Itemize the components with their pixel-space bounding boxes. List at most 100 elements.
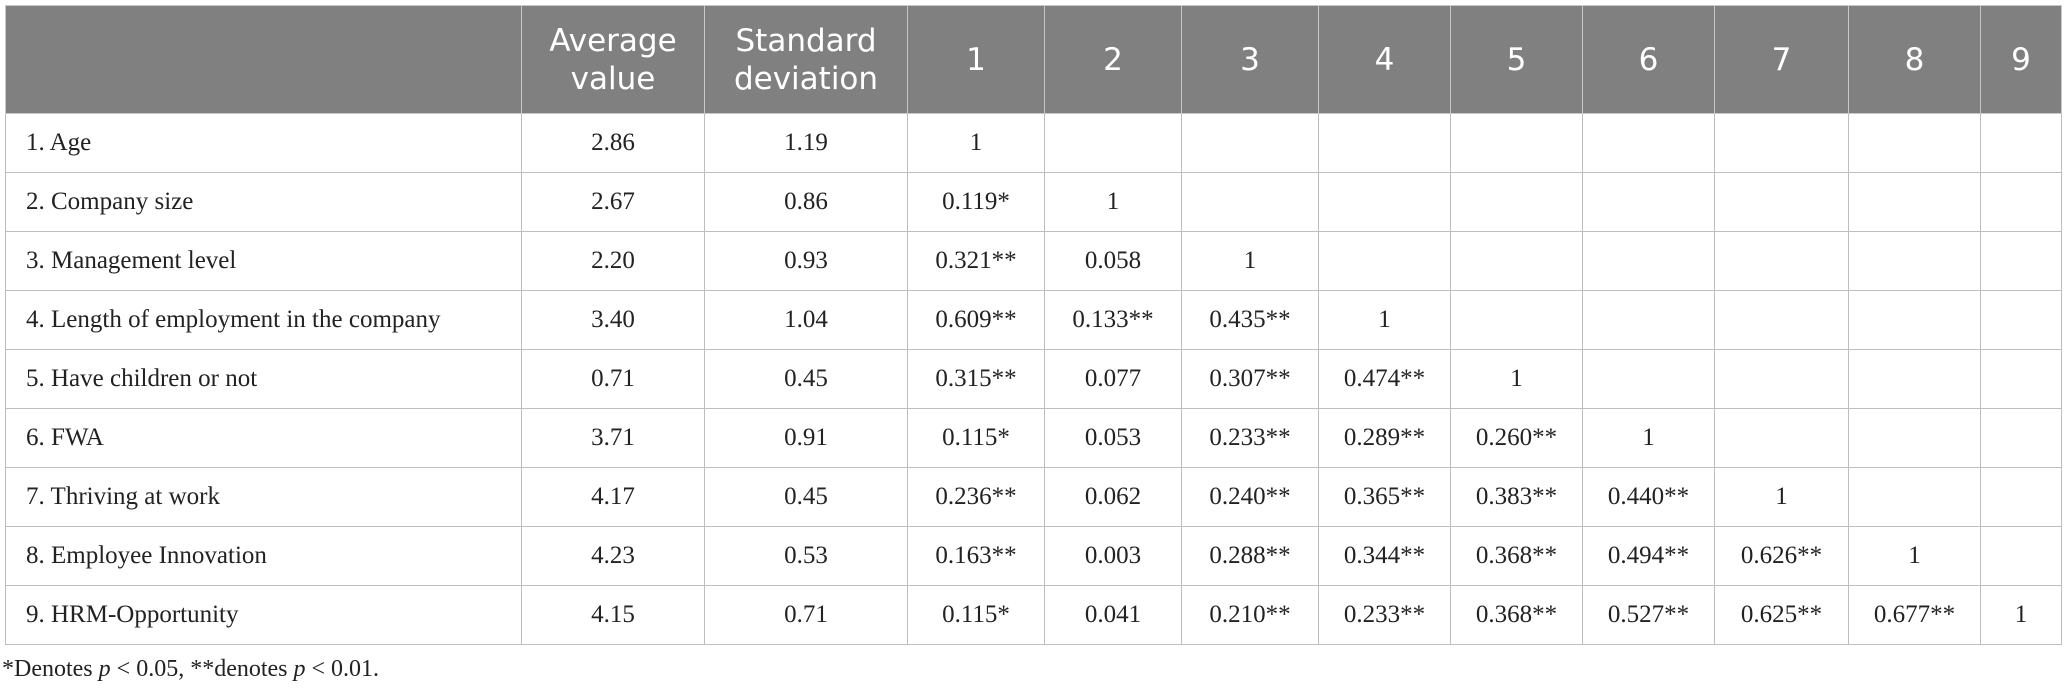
empty-cell [1582,172,1715,232]
header-cell: 7 [1714,5,1849,114]
table-row: 2. Company size 2.67 0.86 0.119* 1 [5,172,2062,232]
footnote-part: p [293,656,306,682]
empty-cell [1181,172,1319,232]
empty-cell [1848,349,1981,409]
mean-cell: 2.86 [521,113,705,173]
correlation-cell: 0.625** [1714,585,1849,645]
empty-cell [1450,231,1583,291]
row-label: 9. HRM-Opportunity [5,585,522,645]
empty-cell [1450,113,1583,173]
correlation-cell: 0.119* [907,172,1045,232]
header-cell: 1 [907,5,1045,114]
empty-cell [1980,408,2062,468]
mean-cell: 3.71 [521,408,705,468]
mean-cell: 4.23 [521,526,705,586]
empty-cell [1980,172,2062,232]
correlation-cell: 0.240** [1181,467,1319,527]
table-row: 9. HRM-Opportunity 4.15 0.71 0.115* 0.041 0.2… [5,585,2062,645]
correlation-cell: 1 [1181,231,1319,291]
empty-cell [1848,231,1981,291]
empty-cell [1582,349,1715,409]
empty-cell [1848,290,1981,350]
header-cell: 4 [1318,5,1451,114]
correlation-cell: 0.236** [907,467,1045,527]
empty-cell [1714,408,1849,468]
correlation-cell: 0.233** [1181,408,1319,468]
empty-cell [1181,113,1319,173]
header-row: Average value Standard deviation 1 2 3 4 5 6 7 8 9 [5,5,2062,114]
row-label: 2. Company size [5,172,522,232]
correlation-cell: 0.062 [1044,467,1182,527]
header-cell: 6 [1582,5,1715,114]
row-label: 1. Age [5,113,522,173]
header-cell: 2 [1044,5,1182,114]
footnote: *Denotes p < 0.05, **denotes p < 0.01. [2,656,379,683]
correlation-cell: 0.058 [1044,231,1182,291]
table-row: 7. Thriving at work 4.17 0.45 0.236** 0.062 0… [5,467,2062,527]
correlation-cell: 1 [1848,526,1981,586]
empty-cell [1044,113,1182,173]
footnote-part: < 0.05, **denotes [110,656,294,682]
correlation-cell: 0.003 [1044,526,1182,586]
sd-cell: 0.45 [704,467,908,527]
correlation-cell: 1 [1318,290,1451,350]
correlation-table: Average value Standard deviation 1 2 3 4 5 6 7 8 9… [5,5,2062,645]
sd-cell: 0.93 [704,231,908,291]
empty-cell [1848,113,1981,173]
empty-cell [1848,408,1981,468]
correlation-cell: 0.115* [907,585,1045,645]
empty-cell [1980,349,2062,409]
mean-cell: 2.20 [521,231,705,291]
empty-cell [1714,172,1849,232]
empty-cell [1848,467,1981,527]
correlation-cell: 1 [907,113,1045,173]
header-cell: 9 [1980,5,2062,114]
row-label: 3. Management level [5,231,522,291]
row-label: 8. Employee Innovation [5,526,522,586]
sd-cell: 0.91 [704,408,908,468]
mean-cell: 2.67 [521,172,705,232]
correlation-cell: 0.494** [1582,526,1715,586]
correlation-cell: 0.435** [1181,290,1319,350]
empty-cell [1582,231,1715,291]
correlation-cell: 0.133** [1044,290,1182,350]
correlation-cell: 1 [1714,467,1849,527]
empty-cell [1980,113,2062,173]
correlation-cell: 0.609** [907,290,1045,350]
empty-cell [1848,172,1981,232]
header-cell: Standard deviation [704,5,908,114]
sd-cell: 0.86 [704,172,908,232]
table-row: 5. Have children or not 0.71 0.45 0.315** 0.… [5,349,2062,409]
table-row: 3. Management level 2.20 0.93 0.321** 0.058 1 [5,231,2062,291]
empty-cell [1318,113,1451,173]
sd-cell: 1.19 [704,113,908,173]
correlation-cell: 1 [1450,349,1583,409]
header-cell: 8 [1848,5,1981,114]
table-body: 1. Age 2.86 1.19 1 2. Company size 2.67 0.86 0.… [5,113,2062,645]
footnote-part: < 0.01. [305,656,380,682]
correlation-cell: 0.260** [1450,408,1583,468]
correlation-cell: 0.315** [907,349,1045,409]
mean-cell: 4.15 [521,585,705,645]
correlation-cell: 0.368** [1450,526,1583,586]
sd-cell: 1.04 [704,290,908,350]
header-cell: 3 [1181,5,1319,114]
table-row: 4. Length of employment in the company 3.… [5,290,2062,350]
row-label: 4. Length of employment in the company [5,290,522,350]
correlation-cell: 0.321** [907,231,1045,291]
empty-cell [1980,231,2062,291]
correlation-cell: 0.626** [1714,526,1849,586]
empty-cell [1318,231,1451,291]
correlation-cell: 0.115* [907,408,1045,468]
correlation-cell: 1 [1582,408,1715,468]
sd-cell: 0.71 [704,585,908,645]
header-cell: Average value [521,5,705,114]
row-label: 7. Thriving at work [5,467,522,527]
correlation-cell: 0.527** [1582,585,1715,645]
empty-cell [1450,172,1583,232]
empty-cell [1714,113,1849,173]
correlation-cell: 0.474** [1318,349,1451,409]
table-row: 1. Age 2.86 1.19 1 [5,113,2062,173]
correlation-cell: 0.077 [1044,349,1182,409]
